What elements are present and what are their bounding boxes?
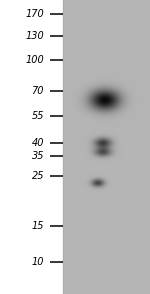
Text: 170: 170 bbox=[25, 9, 44, 19]
Bar bbox=[63, 0, 150, 294]
Text: 100: 100 bbox=[25, 55, 44, 65]
Text: 10: 10 bbox=[32, 257, 44, 267]
Bar bbox=[0, 0, 63, 294]
Text: 55: 55 bbox=[32, 111, 44, 121]
Text: 70: 70 bbox=[32, 86, 44, 96]
Text: 25: 25 bbox=[32, 171, 44, 181]
Text: 40: 40 bbox=[32, 138, 44, 148]
Text: 15: 15 bbox=[32, 221, 44, 231]
Text: 35: 35 bbox=[32, 151, 44, 161]
Text: 130: 130 bbox=[25, 31, 44, 41]
